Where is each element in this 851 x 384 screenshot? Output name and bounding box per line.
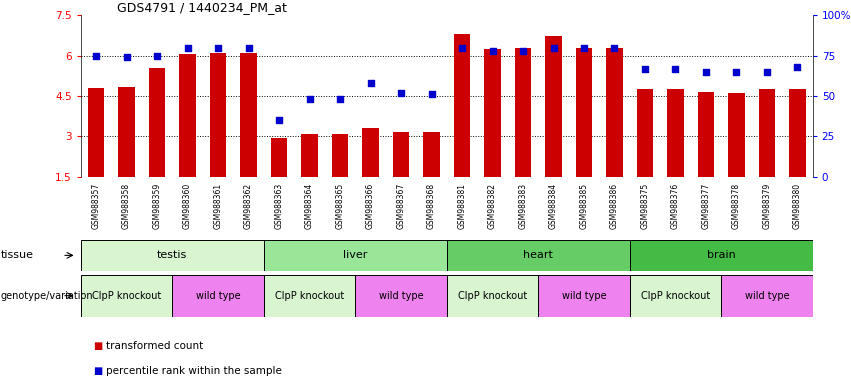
Bar bbox=[721, 275, 813, 317]
Point bbox=[517, 48, 530, 54]
Text: percentile rank within the sample: percentile rank within the sample bbox=[106, 366, 283, 376]
Bar bbox=[447, 240, 630, 271]
Bar bbox=[118, 87, 135, 177]
Point bbox=[272, 117, 286, 123]
Text: ClpP knockout: ClpP knockout bbox=[92, 291, 161, 301]
Point bbox=[334, 96, 347, 102]
Text: ■: ■ bbox=[94, 366, 103, 376]
Text: tissue: tissue bbox=[1, 250, 34, 260]
Bar bbox=[240, 53, 257, 177]
Text: ■: ■ bbox=[94, 341, 103, 351]
Bar bbox=[423, 132, 440, 177]
Bar bbox=[332, 134, 348, 177]
Bar bbox=[355, 275, 447, 317]
Point bbox=[303, 96, 317, 102]
Point bbox=[211, 45, 225, 51]
Bar bbox=[271, 138, 288, 177]
Bar bbox=[209, 53, 226, 177]
Bar bbox=[172, 275, 264, 317]
Point bbox=[669, 66, 683, 72]
Text: wild type: wild type bbox=[379, 291, 423, 301]
Point bbox=[363, 80, 377, 86]
Point bbox=[89, 53, 103, 59]
Text: ClpP knockout: ClpP knockout bbox=[458, 291, 527, 301]
Point bbox=[700, 69, 713, 75]
Bar bbox=[392, 132, 409, 177]
Point bbox=[546, 45, 560, 51]
Point bbox=[729, 69, 743, 75]
Bar bbox=[81, 275, 172, 317]
Point bbox=[180, 45, 194, 51]
Bar bbox=[667, 89, 684, 177]
Text: testis: testis bbox=[157, 250, 187, 260]
Bar bbox=[515, 48, 531, 177]
Bar bbox=[698, 92, 714, 177]
Text: heart: heart bbox=[523, 250, 553, 260]
Bar bbox=[88, 88, 105, 177]
Text: wild type: wild type bbox=[745, 291, 789, 301]
Point bbox=[791, 64, 804, 70]
Bar bbox=[637, 89, 654, 177]
Bar bbox=[363, 128, 379, 177]
Point bbox=[608, 45, 621, 51]
Bar bbox=[264, 240, 447, 271]
Point bbox=[638, 66, 652, 72]
Bar bbox=[606, 48, 623, 177]
Point bbox=[425, 91, 438, 98]
Text: GDS4791 / 1440234_PM_at: GDS4791 / 1440234_PM_at bbox=[117, 1, 288, 14]
Point bbox=[151, 53, 164, 59]
Bar bbox=[81, 240, 264, 271]
Bar bbox=[264, 275, 355, 317]
Point bbox=[760, 69, 774, 75]
Bar bbox=[630, 240, 813, 271]
Text: ClpP knockout: ClpP knockout bbox=[641, 291, 710, 301]
Text: brain: brain bbox=[707, 250, 735, 260]
Bar bbox=[538, 275, 630, 317]
Point bbox=[486, 48, 500, 54]
Bar bbox=[728, 93, 745, 177]
Point bbox=[577, 45, 591, 51]
Bar bbox=[484, 49, 501, 177]
Point bbox=[394, 90, 408, 96]
Bar bbox=[789, 89, 806, 177]
Bar bbox=[758, 89, 775, 177]
Bar bbox=[575, 48, 592, 177]
Point bbox=[455, 45, 469, 51]
Text: ClpP knockout: ClpP knockout bbox=[275, 291, 344, 301]
Bar bbox=[149, 68, 165, 177]
Point bbox=[120, 54, 134, 60]
Bar bbox=[545, 36, 562, 177]
Bar bbox=[447, 275, 538, 317]
Bar bbox=[630, 275, 721, 317]
Text: liver: liver bbox=[343, 250, 368, 260]
Bar bbox=[180, 55, 196, 177]
Bar bbox=[454, 34, 471, 177]
Text: wild type: wild type bbox=[196, 291, 240, 301]
Point bbox=[242, 45, 255, 51]
Text: wild type: wild type bbox=[562, 291, 606, 301]
Text: transformed count: transformed count bbox=[106, 341, 203, 351]
Bar bbox=[301, 134, 318, 177]
Text: genotype/variation: genotype/variation bbox=[1, 291, 94, 301]
